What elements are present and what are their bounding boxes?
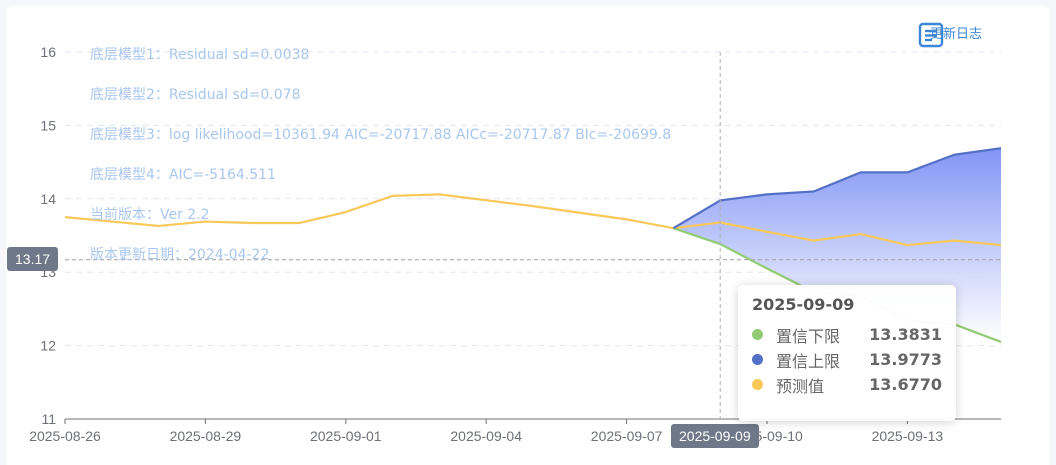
axis-pointer xyxy=(65,52,1001,419)
series-color-dot xyxy=(752,354,763,365)
y-tick-label: 16 xyxy=(40,44,56,60)
x-tick-label: 2025-09-01 xyxy=(310,428,382,444)
series-color-dot xyxy=(752,379,763,390)
tooltip-title: 2025-09-09 xyxy=(752,295,855,314)
tooltip-series-value: 13.3831 xyxy=(869,325,942,344)
axis-pointer-y-label: 13.17 xyxy=(7,247,59,271)
x-tick-label: 2025-08-29 xyxy=(170,428,242,444)
series-line-0 xyxy=(64,193,1002,247)
changelog-button[interactable]: 更新日志 xyxy=(918,22,994,48)
tooltip-row: 预测值 13.6770 xyxy=(752,372,942,397)
series-color-dot xyxy=(752,329,763,340)
series-line-2 xyxy=(672,147,1002,230)
model-info-line: 底层模型2：Residual sd=0.078 xyxy=(90,87,300,103)
tooltip: 2025-09-09 置信下限 13.3831 置信上限 13.9773 预测值 13.6… xyxy=(738,285,956,421)
axis-pointer-x-label: 2025-09-09 xyxy=(671,424,759,448)
tooltip-series-name: 置信上限 xyxy=(776,351,841,371)
tooltip-series-name: 置信下限 xyxy=(776,326,841,346)
x-tick-label: 2025-08-26 xyxy=(29,428,101,444)
document-list-icon xyxy=(918,22,944,48)
grid xyxy=(65,51,1001,347)
tooltip-series-value: 13.6770 xyxy=(869,375,942,394)
chart-panel: 11 12 13 14 15 16 2025-08-26 2025-08-29 2025-09-… xyxy=(6,6,1050,465)
x-tick-label: 2025-09-13 xyxy=(872,428,944,444)
model-info-line: 底层模型3：log likelihood=10361.94 AIC=-20717… xyxy=(90,127,671,143)
y-tick-label: 14 xyxy=(40,191,56,207)
x-tick-label: 2025-09-07 xyxy=(591,428,663,444)
model-info-line: 版本更新日期：2024-04-22 xyxy=(90,247,269,263)
x-tick-label: 2025-09-04 xyxy=(450,428,522,444)
y-tick-label: 11 xyxy=(41,411,56,427)
model-info-line: 当前版本：Ver 2.2 xyxy=(90,206,210,223)
tooltip-series-value: 13.9773 xyxy=(869,350,942,369)
tooltip-row: 置信上限 13.9773 xyxy=(752,347,942,372)
y-tick-label: 12 xyxy=(40,338,56,354)
model-info-line: 底层模型1：Residual sd=0.0038 xyxy=(90,47,309,63)
model-info-line: 底层模型4：AIC=-5164.511 xyxy=(90,167,276,183)
y-tick-label: 15 xyxy=(40,117,56,133)
model-info: 底层模型1：Residual sd=0.0038 底层模型2：Residual s… xyxy=(90,47,671,263)
tooltip-row: 置信下限 13.3831 xyxy=(752,322,942,347)
tooltip-series-name: 预测值 xyxy=(776,376,825,396)
